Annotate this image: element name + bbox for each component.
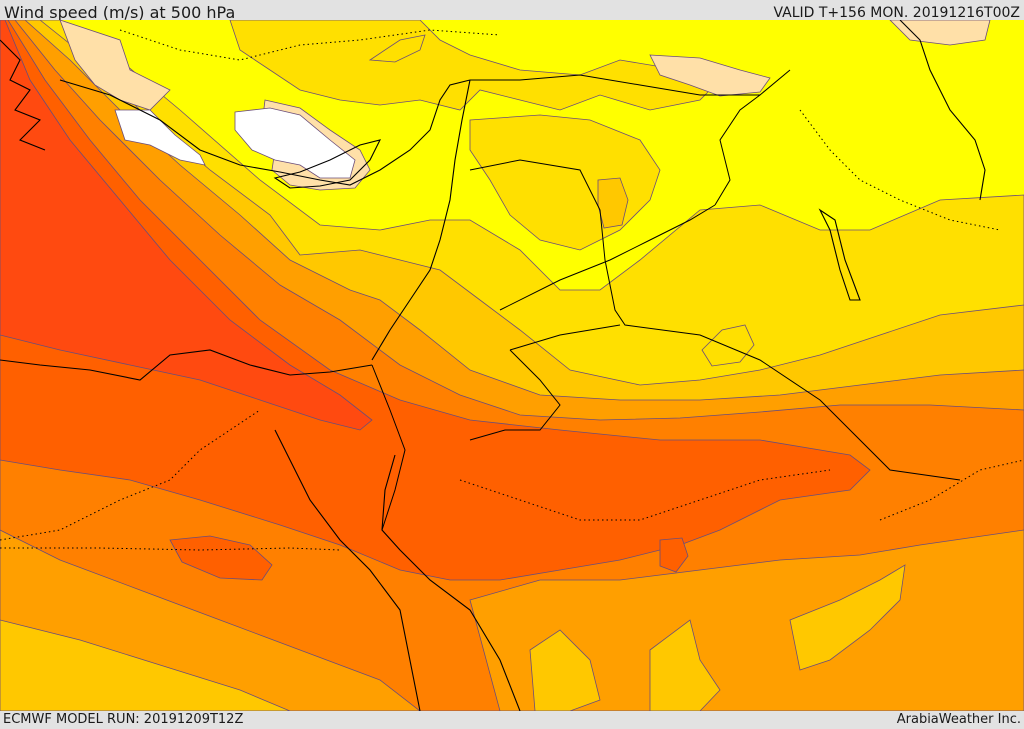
admin-boundary-turkey <box>119 29 501 61</box>
coastline-red-sea-west <box>274 429 421 711</box>
border-egypt-israel <box>371 364 406 531</box>
fill-10-15-north <box>649 54 771 97</box>
admin-boundary-sudan <box>0 547 341 551</box>
footer-bar: ECMWF MODEL RUN: 20191209T12Z ArabiaWeat… <box>0 711 1024 729</box>
fill-40-45-sinai <box>659 537 689 573</box>
fill-30-35-se <box>469 529 1024 711</box>
fill-25-30-se <box>789 564 906 671</box>
header-bar: Wind speed (m/s) at 500 hPa VALID T+156 … <box>0 0 1024 22</box>
border-saudi-north <box>499 204 716 311</box>
coastline-red-sea-east <box>381 454 521 711</box>
admin-boundary-iran <box>799 109 1001 231</box>
fill-35-40 <box>0 20 1024 711</box>
fill-20-25-fire <box>368 34 426 63</box>
border-syria-iraq <box>469 159 606 261</box>
coastline-caspian <box>899 20 986 201</box>
fill-20-25-north <box>229 20 721 111</box>
border-jordan <box>509 324 621 351</box>
border-jordan-south <box>469 349 561 441</box>
coastline-aegean <box>0 39 46 151</box>
valid-time: VALID T+156 MON. 20191216T00Z <box>773 5 1020 21</box>
fill-40-45-patch <box>169 535 273 581</box>
credit-label: ArabiaWeather Inc. <box>896 712 1021 727</box>
coastline-egypt <box>0 349 373 381</box>
coastline-levant <box>371 79 471 361</box>
border-saudi-iraq <box>604 259 961 481</box>
fill-25-30-scb <box>649 619 721 711</box>
map-canvas <box>0 20 1024 711</box>
fill-10-15-ne <box>889 20 991 46</box>
fill-below-10-cyprus <box>234 107 356 179</box>
map-title: Wind speed (m/s) at 500 hPa <box>4 3 236 22</box>
fill-25-30-sc <box>529 629 601 711</box>
model-run-label: ECMWF MODEL RUN: 20191209T12Z <box>3 712 244 727</box>
fill-20-25-inner <box>701 324 755 367</box>
fill-45-50 <box>0 20 373 431</box>
border-iraq-iran <box>714 94 761 206</box>
fill-40-45 <box>0 20 871 581</box>
coastline-persian-gulf <box>818 208 861 301</box>
coastline-cyprus <box>273 139 382 189</box>
wind-speed-map[interactable] <box>0 20 1024 711</box>
fill-below-10-turkey <box>114 109 206 166</box>
fill-25-30-south <box>0 619 291 711</box>
admin-boundary-saudi <box>459 469 831 521</box>
